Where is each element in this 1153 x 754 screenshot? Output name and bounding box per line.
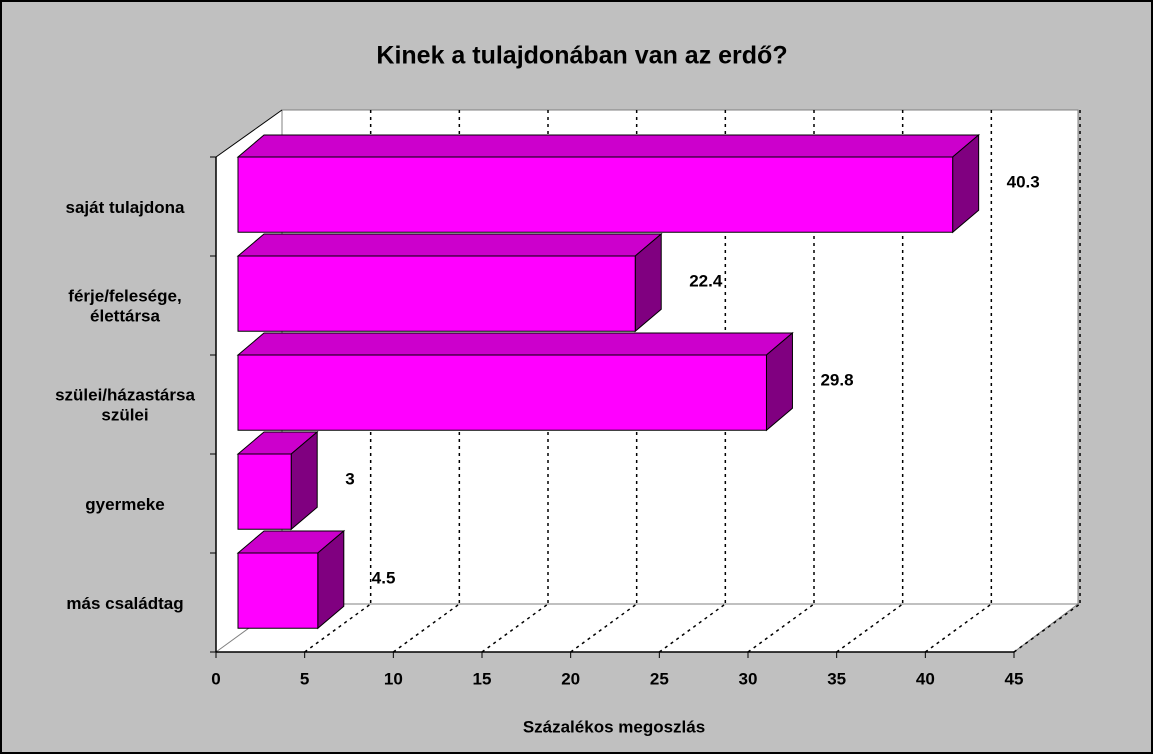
bar (236, 232, 663, 333)
data-label: 3 (345, 469, 354, 488)
data-label: 29.8 (820, 370, 853, 389)
x-tick-label: 0 (211, 669, 220, 688)
x-tick-label: 25 (650, 669, 669, 688)
x-tick-label: 5 (300, 669, 309, 688)
bar-front (237, 354, 767, 431)
chart-title: Kinek a tulajdonában van az erdő? (376, 42, 787, 70)
x-tick-label: 10 (384, 669, 403, 688)
x-tick-label: 30 (739, 669, 758, 688)
x-tick-label: 40 (916, 669, 935, 688)
bar-front (237, 255, 636, 332)
y-tick-label: szülei/házastársa szülei (55, 386, 195, 425)
x-tick-label: 15 (473, 669, 492, 688)
y-tick-label: férje/felesége, élettársa (68, 287, 181, 326)
y-tick-label: saját tulajdona (65, 198, 185, 217)
side-wall-edge (215, 109, 283, 158)
data-label: 4.5 (372, 568, 396, 587)
bar-front (237, 453, 292, 530)
bar-front (237, 156, 954, 233)
bar-top (236, 134, 981, 158)
bar-top (236, 233, 663, 257)
x-axis-title: Százalékos megoszlás (523, 717, 705, 736)
x-tick-label: 35 (827, 669, 846, 688)
x-tick-label: 20 (561, 669, 580, 688)
data-label: 40.3 (1007, 172, 1040, 191)
y-tick-label: gyermeke (85, 495, 164, 514)
data-label: 22.4 (689, 271, 723, 290)
y-tick-label: más családtag (66, 594, 183, 613)
bar-front (237, 552, 319, 629)
bar (236, 430, 319, 531)
bar (236, 331, 794, 432)
bar (236, 529, 346, 630)
bar-top (236, 332, 794, 356)
bar (236, 133, 981, 234)
x-tick-label: 45 (1005, 669, 1024, 688)
